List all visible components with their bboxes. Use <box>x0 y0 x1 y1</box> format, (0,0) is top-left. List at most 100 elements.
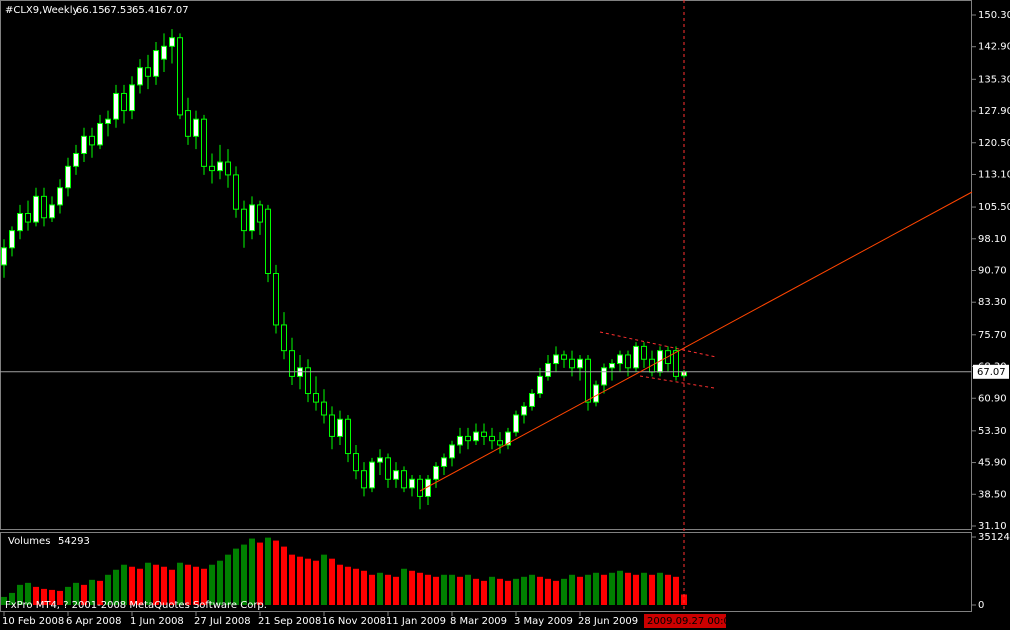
volume-bar <box>281 546 287 605</box>
candle-body <box>537 375 543 395</box>
last-open: 66.15 <box>76 5 105 16</box>
volume-bar <box>361 570 367 605</box>
candle-body <box>673 350 679 377</box>
candle-body <box>353 453 359 472</box>
volume-bar <box>105 574 111 605</box>
volume-bar <box>233 548 239 605</box>
volume-bar <box>505 580 511 605</box>
volume-bar <box>513 578 519 605</box>
candle-body <box>321 401 327 416</box>
x-tick-label: 6 Apr 2008 <box>66 616 121 627</box>
candle-body <box>433 465 439 480</box>
candle-body <box>513 414 519 433</box>
candle-body <box>57 187 63 206</box>
x-tick-label: 21 Sep 2008 <box>258 616 321 627</box>
candle-body <box>89 135 95 146</box>
volume-bar <box>289 554 295 605</box>
volume-bar <box>553 580 559 605</box>
candle-body <box>545 363 551 377</box>
volume-bar <box>265 537 271 605</box>
candle-body <box>177 37 183 116</box>
y-tick-label: 38.50 <box>978 489 1007 500</box>
volume-bar <box>425 574 431 605</box>
price-panel <box>0 0 972 530</box>
candle-body <box>481 431 487 437</box>
x-tick-label: 3 May 2009 <box>514 616 573 627</box>
volume-bar <box>97 580 103 605</box>
volume-bar <box>25 582 31 605</box>
candle-body <box>281 324 287 352</box>
candle-body <box>265 208 271 275</box>
candle-body <box>609 363 615 369</box>
candle-body <box>569 358 575 369</box>
volume-bar <box>649 574 655 605</box>
candle-body <box>33 195 39 223</box>
y-tick-label: 90.70 <box>978 266 1007 277</box>
volume-bar <box>481 580 487 605</box>
candle-body <box>393 470 399 480</box>
candle-body <box>225 161 231 176</box>
y-tick-label: 53.30 <box>978 426 1007 437</box>
candle-body <box>489 435 495 442</box>
candle-body <box>465 435 471 442</box>
x-tick-label: 10 Feb 2008 <box>2 616 64 627</box>
volume-bar <box>137 568 143 605</box>
candle-body <box>409 478 415 489</box>
candle-body <box>153 50 159 77</box>
price-label: 67.07 <box>977 367 1006 378</box>
candle-body <box>337 418 343 437</box>
volume-bar <box>617 570 623 605</box>
candle-body <box>201 118 207 167</box>
candle-body <box>417 478 423 497</box>
candle-body <box>113 92 119 120</box>
volume-bar <box>585 574 591 605</box>
volume-bar <box>273 540 279 605</box>
symbol-title: #CLX9,Weekly <box>5 5 79 16</box>
volume-bar <box>337 564 343 605</box>
volume-bar <box>305 558 311 605</box>
volume-bar <box>313 560 319 605</box>
candle-body <box>25 212 31 223</box>
marks <box>0 29 972 605</box>
channel-line <box>639 375 715 389</box>
volume-bar <box>369 574 375 605</box>
candle-body <box>345 418 351 455</box>
y-tick-label: 31.10 <box>978 521 1007 532</box>
volume-bar <box>257 542 263 605</box>
candle-body <box>233 174 239 210</box>
volume-bar <box>417 572 423 605</box>
candle-body <box>593 384 599 403</box>
volume-bar <box>9 592 15 605</box>
volume-bar <box>201 568 207 605</box>
candle-body <box>1 247 7 266</box>
candle-body <box>305 367 311 395</box>
volume-bar <box>529 574 535 605</box>
volume-bar <box>665 574 671 605</box>
candle-body <box>617 354 623 365</box>
volume-bar <box>385 574 391 605</box>
volume-bar <box>353 568 359 605</box>
candle-body <box>241 208 247 232</box>
candle-body <box>73 152 79 167</box>
volume-bar <box>161 566 167 605</box>
volume-bar <box>465 574 471 605</box>
candle-body <box>529 393 535 407</box>
channel-line <box>599 331 717 358</box>
volume-bar <box>401 568 407 605</box>
candle-body <box>193 118 199 137</box>
candle-body <box>137 67 143 86</box>
candle-body <box>161 45 167 60</box>
volume-panel <box>0 532 972 612</box>
y-tick-label: 60.90 <box>978 393 1007 404</box>
volume-bar <box>393 576 399 605</box>
volume-bar <box>345 566 351 605</box>
volume-bar <box>377 572 383 605</box>
candle-body <box>577 358 583 369</box>
candle-body <box>457 435 463 446</box>
candle-body <box>329 414 335 437</box>
candle-body <box>65 165 71 189</box>
candle-body <box>625 354 631 369</box>
volume-bar <box>113 569 119 605</box>
